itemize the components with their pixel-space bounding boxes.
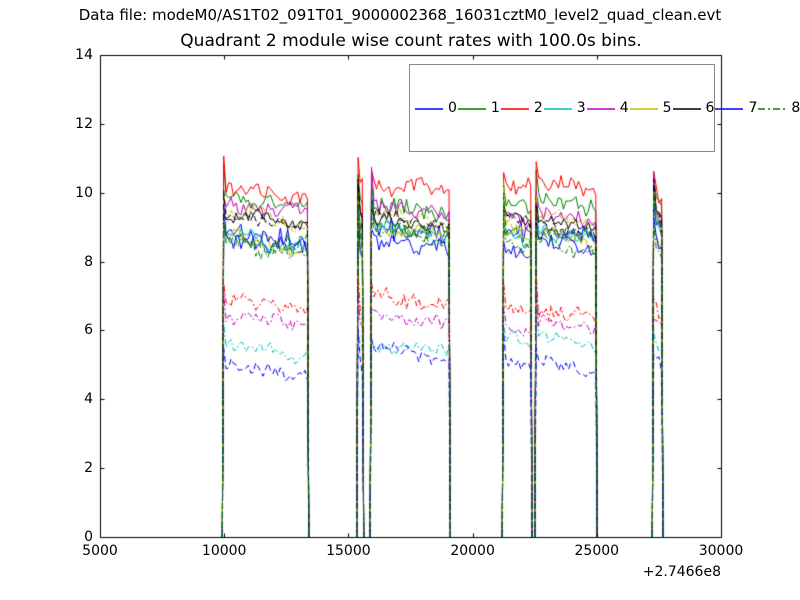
legend-entry: 6	[672, 100, 715, 116]
legend-line-icon	[414, 103, 444, 113]
legend-entry: 2	[500, 101, 543, 115]
legend-entry: 8	[757, 101, 800, 115]
legend-line-icon	[672, 103, 702, 113]
legend-entries: 0123456789101112131415	[410, 65, 800, 151]
legend-line-icon	[714, 103, 744, 113]
legend-label: 7	[748, 100, 758, 116]
legend[interactable]: 0123456789101112131415	[409, 64, 800, 152]
legend-line-icon	[757, 103, 787, 113]
legend-label: 8	[791, 100, 800, 116]
legend-entry: 0	[414, 101, 457, 115]
legend-label: 5	[662, 100, 672, 116]
legend-entry: 1	[457, 101, 500, 115]
legend-label: 3	[576, 100, 586, 116]
legend-label: 0	[448, 100, 457, 116]
legend-line-icon	[629, 103, 659, 113]
legend-label: 6	[705, 100, 715, 116]
legend-entry: 5	[629, 101, 672, 115]
legend-label: 4	[619, 100, 629, 116]
legend-line-icon	[586, 103, 616, 113]
legend-entry: 3	[543, 101, 586, 115]
legend-line-icon	[543, 103, 573, 113]
legend-entry: 7	[714, 101, 757, 115]
legend-line-icon	[500, 103, 530, 113]
legend-label: 2	[533, 100, 543, 116]
legend-line-icon	[457, 103, 487, 113]
legend-label: 1	[490, 100, 500, 116]
legend-entry: 4	[586, 101, 629, 115]
